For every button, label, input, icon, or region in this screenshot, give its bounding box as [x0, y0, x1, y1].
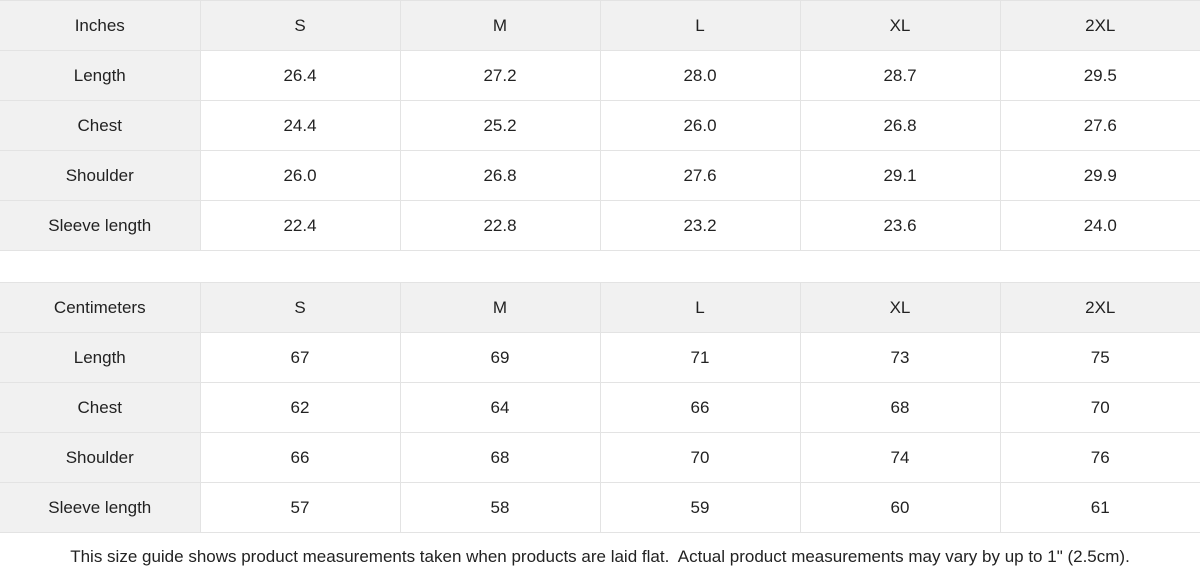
measurement-value: 60 [799, 482, 1001, 533]
measurement-value: 68 [399, 432, 601, 483]
measurement-value: 61 [999, 482, 1200, 533]
measurement-value: 24.0 [999, 200, 1200, 251]
measurement-value: 28.7 [799, 50, 1001, 101]
footer-note: This size guide shows product measuremen… [0, 533, 1200, 580]
measurement-value: 70 [599, 432, 801, 483]
measurement-value: 25.2 [399, 100, 601, 151]
measurement-value: 75 [999, 332, 1200, 383]
measurement-value: 62 [199, 382, 401, 433]
size-column-header: M [399, 282, 601, 333]
inches-size-table: Inches S M L XL 2XL Length 26.4 27.2 28.0 28.7 29.5… [0, 0, 1200, 251]
measurement-value: 57 [199, 482, 401, 533]
measurement-value: 26.4 [199, 50, 401, 101]
measurement-value: 64 [399, 382, 601, 433]
row-label: Chest [0, 382, 201, 433]
size-column-header: L [599, 0, 801, 51]
measurement-value: 70 [999, 382, 1200, 433]
measurement-value: 29.9 [999, 150, 1200, 201]
size-column-header: XL [799, 282, 1001, 333]
measurement-value: 23.6 [799, 200, 1001, 251]
centimeters-size-table: Centimeters S M L XL 2XL Length 67 69 71 73 75 Chest… [0, 282, 1200, 533]
measurement-value: 71 [599, 332, 801, 383]
measurement-value: 22.4 [199, 200, 401, 251]
table-row: Sleeve length 57 58 59 60 61 [0, 482, 1200, 533]
row-label: Length [0, 50, 201, 101]
size-column-header: S [199, 282, 401, 333]
row-label: Sleeve length [0, 200, 201, 251]
table-row: Chest 24.4 25.2 26.0 26.8 27.6 [0, 100, 1200, 151]
row-label: Shoulder [0, 432, 201, 483]
header-row: Centimeters S M L XL 2XL [0, 282, 1200, 333]
size-column-header: L [599, 282, 801, 333]
measurement-value: 23.2 [599, 200, 801, 251]
unit-header: Centimeters [0, 282, 201, 333]
size-column-header: M [399, 0, 601, 51]
size-column-header: 2XL [999, 282, 1200, 333]
measurement-value: 22.8 [399, 200, 601, 251]
measurement-value: 73 [799, 332, 1001, 383]
measurement-value: 26.8 [399, 150, 601, 201]
measurement-value: 27.2 [399, 50, 601, 101]
measurement-value: 58 [399, 482, 601, 533]
row-label: Sleeve length [0, 482, 201, 533]
row-label: Shoulder [0, 150, 201, 201]
size-column-header: 2XL [999, 0, 1200, 51]
measurement-value: 74 [799, 432, 1001, 483]
table-row: Chest 62 64 66 68 70 [0, 382, 1200, 433]
table-row: Length 26.4 27.2 28.0 28.7 29.5 [0, 50, 1200, 101]
measurement-value: 66 [199, 432, 401, 483]
measurement-value: 69 [399, 332, 601, 383]
measurement-value: 26.0 [199, 150, 401, 201]
measurement-value: 68 [799, 382, 1001, 433]
table-row: Length 67 69 71 73 75 [0, 332, 1200, 383]
table-row: Shoulder 26.0 26.8 27.6 29.1 29.9 [0, 150, 1200, 201]
measurement-value: 29.5 [999, 50, 1200, 101]
measurement-value: 66 [599, 382, 801, 433]
table-gap [0, 251, 1200, 282]
row-label: Chest [0, 100, 201, 151]
unit-header: Inches [0, 0, 201, 51]
size-column-header: S [199, 0, 401, 51]
measurement-value: 26.0 [599, 100, 801, 151]
size-column-header: XL [799, 0, 1001, 51]
measurement-value: 24.4 [199, 100, 401, 151]
measurement-value: 59 [599, 482, 801, 533]
measurement-value: 28.0 [599, 50, 801, 101]
table-row: Sleeve length 22.4 22.8 23.2 23.6 24.0 [0, 200, 1200, 251]
measurement-value: 26.8 [799, 100, 1001, 151]
table-row: Shoulder 66 68 70 74 76 [0, 432, 1200, 483]
row-label: Length [0, 332, 201, 383]
measurement-value: 67 [199, 332, 401, 383]
measurement-value: 27.6 [599, 150, 801, 201]
header-row: Inches S M L XL 2XL [0, 0, 1200, 51]
measurement-value: 76 [999, 432, 1200, 483]
measurement-value: 29.1 [799, 150, 1001, 201]
measurement-value: 27.6 [999, 100, 1200, 151]
